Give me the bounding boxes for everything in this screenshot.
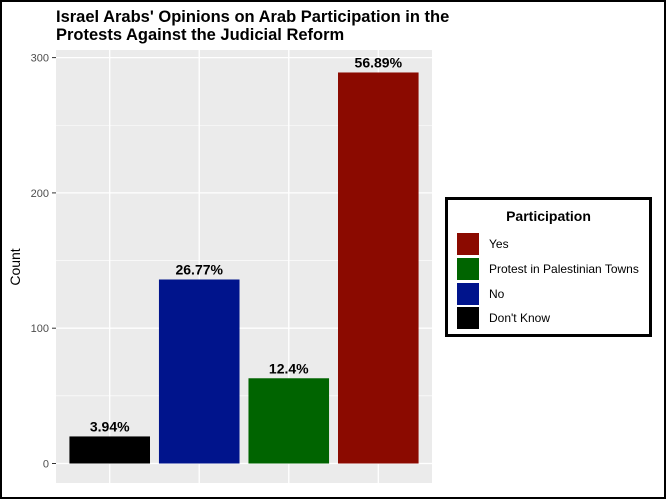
- legend-label-no: No: [489, 287, 505, 301]
- bar-don-t-know: [69, 436, 150, 464]
- data-label-protest-in-palestinian-towns: 12.4%: [269, 360, 309, 376]
- y-tick-label: 0: [43, 459, 49, 471]
- chart-title-line-1: Israel Arabs' Opinions on Arab Participa…: [56, 8, 450, 26]
- bar-protest-in-palestinian-towns: [248, 378, 330, 464]
- y-tick-label: 200: [31, 188, 49, 200]
- bar-yes: [338, 72, 419, 464]
- bars: [69, 72, 419, 464]
- legend: Participation Yes Protest in Palestinian…: [445, 197, 652, 337]
- data-label-don-t-know: 3.94%: [90, 418, 130, 434]
- bar-labels: 3.94% 26.77% 12.4% 56.89%: [90, 54, 403, 434]
- legend-label-dont-know: Don't Know: [489, 311, 550, 325]
- chart-title-line-2: Protests Against the Judicial Reform: [56, 26, 345, 44]
- legend-swatch-no: [457, 283, 479, 305]
- legend-swatch-dont-know: [457, 307, 479, 329]
- legend-swatch-protest-in-palestinian-towns: [457, 258, 479, 280]
- data-label-yes: 56.89%: [355, 54, 403, 70]
- bar-no: [158, 279, 240, 464]
- legend-label-yes: Yes: [489, 237, 509, 251]
- y-axis: 0 100 200 300: [31, 53, 56, 471]
- y-tick-label: 300: [31, 53, 49, 65]
- legend-title: Participation: [506, 208, 591, 224]
- legend-swatch-yes: [457, 233, 479, 255]
- legend-label-protest-in-palestinian-towns: Protest in Palestinian Towns: [489, 262, 639, 276]
- y-tick-label: 100: [31, 323, 49, 335]
- data-label-no: 26.77%: [175, 261, 223, 277]
- y-axis-label: Count: [7, 248, 23, 285]
- chart-title: Israel Arabs' Opinions on Arab Participa…: [56, 8, 516, 44]
